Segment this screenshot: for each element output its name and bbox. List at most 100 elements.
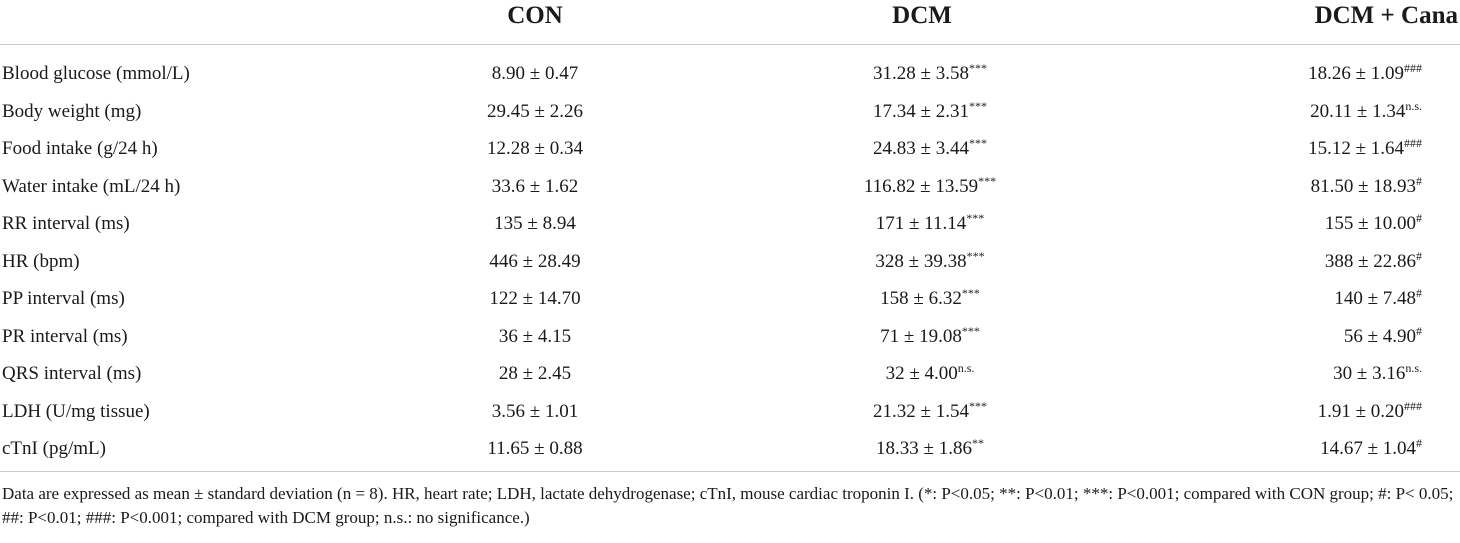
row-label: RR interval (ms) <box>2 212 130 236</box>
significance-marker: *** <box>961 323 980 338</box>
significance-marker: *** <box>968 98 987 113</box>
table-row: Water intake (mL/24 h) 33.6 ± 1.62 116.82 … <box>0 169 1460 207</box>
cell-dcm-cana: 15.12 ± 1.64### <box>1308 136 1422 162</box>
significance-marker: *** <box>966 211 985 225</box>
cell-dcm: 171 ± 11.14*** <box>875 211 985 237</box>
significance-marker: n.s. <box>1405 361 1422 375</box>
significance-marker: *** <box>968 398 987 413</box>
cell-dcm-value: 18.33 ± 1.86 <box>876 438 972 459</box>
cell-con-value: 28 ± 2.45 <box>498 363 572 384</box>
row-label-value: Food intake (g/24 h) <box>2 138 158 159</box>
cell-dcm-cana-value: 30 ± 3.16 <box>1333 363 1406 384</box>
cell-con: 12.28 ± 0.34 <box>487 137 583 162</box>
cell-con-value: 33.6 ± 1.62 <box>491 175 579 197</box>
cell-con-value: 11.65 ± 0.88 <box>487 438 583 459</box>
cell-dcm-value: 116.82 ± 13.59 <box>863 175 979 197</box>
row-label-value: Blood glucose (mmol/L) <box>2 63 190 84</box>
cell-dcm-cana: 388 ± 22.86# <box>1324 248 1422 275</box>
header-dcm: DCM <box>892 2 952 29</box>
significance-marker: # <box>1416 323 1422 338</box>
cell-con-value: 135 ± 8.94 <box>494 213 576 234</box>
cell-dcm: 71 ± 19.08*** <box>880 323 980 350</box>
row-label: Water intake (mL/24 h) <box>2 175 180 199</box>
cell-dcm-cana-value: 15.12 ± 1.64 <box>1308 138 1404 159</box>
cell-dcm: 32 ± 4.00n.s. <box>886 361 975 387</box>
significance-marker: *** <box>966 248 985 263</box>
row-label: QRS interval (ms) <box>2 362 141 386</box>
cell-dcm-cana: 18.26 ± 1.09### <box>1308 61 1422 87</box>
cell-dcm: 18.33 ± 1.86** <box>876 436 984 462</box>
cell-dcm: 158 ± 6.32*** <box>880 286 980 312</box>
cell-dcm-cana-value: 1.91 ± 0.20 <box>1317 400 1404 422</box>
cell-con-value: 29.45 ± 2.26 <box>487 100 583 122</box>
header-con: CON <box>507 2 563 29</box>
cell-dcm-value: 171 ± 11.14 <box>875 213 967 234</box>
row-label-value: QRS interval (ms) <box>2 363 142 384</box>
row-label: Body weight (mg) <box>2 100 141 124</box>
significance-marker: # <box>1416 248 1422 263</box>
significance-marker: *** <box>968 61 987 75</box>
significance-marker: # <box>1416 173 1422 188</box>
cell-dcm: 116.82 ± 13.59*** <box>863 174 996 200</box>
cell-dcm-cana-value: 56 ± 4.90 <box>1343 325 1416 347</box>
cell-dcm-cana: 81.50 ± 18.93# <box>1310 173 1422 200</box>
row-label: PR interval (ms) <box>2 325 128 349</box>
table-row: Body weight (mg) 29.45 ± 2.26 17.34 ± 2.31… <box>0 94 1460 132</box>
cell-con: 8.90 ± 0.47 <box>492 62 578 87</box>
cell-con: 135 ± 8.94 <box>494 212 576 237</box>
cell-con: 29.45 ± 2.26 <box>487 100 583 125</box>
cell-con-value: 36 ± 4.15 <box>498 325 572 347</box>
row-label: Blood glucose (mmol/L) <box>2 62 190 86</box>
table-row: Food intake (g/24 h) 12.28 ± 0.34 24.83 ± … <box>0 131 1460 169</box>
cell-dcm-cana: 155 ± 10.00# <box>1325 211 1422 237</box>
row-label: PP interval (ms) <box>2 287 125 311</box>
cell-dcm-cana-value: 81.50 ± 18.93 <box>1310 175 1416 197</box>
cell-dcm: 24.83 ± 3.44*** <box>873 136 987 162</box>
table-row: RR interval (ms) 135 ± 8.94 171 ± 11.14***… <box>0 206 1460 244</box>
cell-dcm-cana-value: 388 ± 22.86 <box>1324 250 1416 272</box>
significance-marker: # <box>1416 286 1422 300</box>
cell-dcm-value: 328 ± 39.38 <box>875 250 967 272</box>
table-footnote: Data are expressed as mean ± standard de… <box>2 484 1454 527</box>
row-label: cTnI (pg/mL) <box>2 437 106 461</box>
table-row: QRS interval (ms) 28 ± 2.45 32 ± 4.00n.s. 3… <box>0 356 1460 394</box>
cell-con-value: 12.28 ± 0.34 <box>487 138 583 159</box>
cell-con: 36 ± 4.15 <box>499 325 571 350</box>
cell-con-value: 122 ± 14.70 <box>489 288 581 309</box>
row-label: Food intake (g/24 h) <box>2 137 158 161</box>
significance-marker: *** <box>961 286 980 300</box>
cell-dcm-value: 24.83 ± 3.44 <box>873 138 969 159</box>
significance-marker: n.s. <box>957 361 975 375</box>
cell-dcm-cana: 20.11 ± 1.34n.s. <box>1310 99 1422 125</box>
cell-dcm-cana-value: 14.67 ± 1.04 <box>1320 438 1416 459</box>
table-row: Blood glucose (mmol/L) 8.90 ± 0.47 31.28 ±… <box>0 56 1460 94</box>
significance-marker: ** <box>971 436 984 450</box>
cell-con: 122 ± 14.70 <box>489 287 580 312</box>
cell-dcm-cana: 1.91 ± 0.20### <box>1317 398 1422 425</box>
significance-marker: ### <box>1404 136 1422 150</box>
cell-dcm-cana-value: 140 ± 7.48 <box>1334 288 1416 309</box>
row-label: HR (bpm) <box>2 250 80 274</box>
header-divider <box>0 44 1460 45</box>
cell-con-value: 3.56 ± 1.01 <box>491 400 579 422</box>
row-label-value: PR interval (ms) <box>2 325 128 347</box>
table-row: LDH (U/mg tissue) 3.56 ± 1.01 21.32 ± 1.54… <box>0 394 1460 432</box>
cell-con: 446 ± 28.49 <box>489 250 580 275</box>
cell-dcm-value: 21.32 ± 1.54 <box>873 400 969 422</box>
cell-dcm-cana-value: 18.26 ± 1.09 <box>1308 63 1404 84</box>
cell-dcm-value: 158 ± 6.32 <box>880 288 962 309</box>
row-label-value: LDH (U/mg tissue) <box>2 400 150 422</box>
table-header: CON DCM DCM + Cana <box>0 0 1460 44</box>
cell-con: 11.65 ± 0.88 <box>487 437 582 462</box>
cell-con-value: 8.90 ± 0.47 <box>491 63 579 84</box>
table-row: cTnI (pg/mL) 11.65 ± 0.88 18.33 ± 1.86** 14… <box>0 431 1460 469</box>
cell-dcm-cana: 30 ± 3.16n.s. <box>1333 361 1422 387</box>
cell-con: 33.6 ± 1.62 <box>492 175 578 200</box>
significance-marker: ### <box>1404 398 1422 413</box>
table-bottom-divider <box>0 471 1460 472</box>
table-row: PR interval (ms) 36 ± 4.15 71 ± 19.08*** 56… <box>0 319 1460 357</box>
cell-dcm-cana: 140 ± 7.48# <box>1334 286 1422 312</box>
header-dcm-cana: DCM + Cana <box>1314 2 1458 29</box>
cell-dcm-cana: 14.67 ± 1.04# <box>1320 436 1422 462</box>
cell-dcm-value: 31.28 ± 3.58 <box>873 63 969 84</box>
